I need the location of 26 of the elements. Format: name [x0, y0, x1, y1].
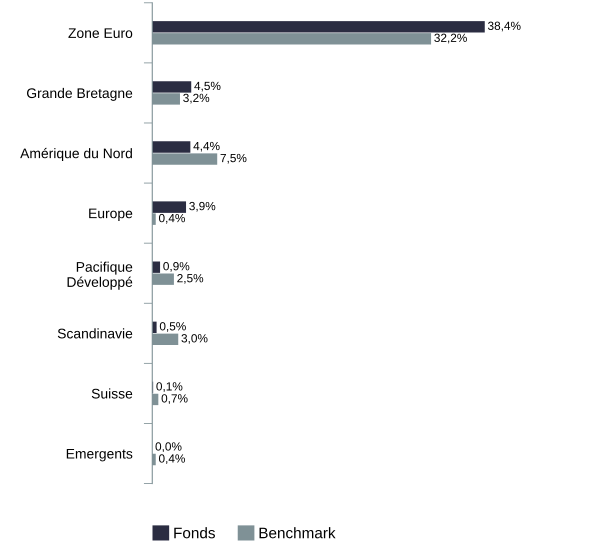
data-label: 0,7%: [162, 394, 188, 404]
legend-label: Benchmark: [260, 527, 336, 538]
data-label: 3,0%: [181, 334, 208, 344]
data-label: 2,5%: [177, 274, 204, 284]
data-label: 0,5%: [160, 322, 186, 332]
data-label: 38,4%: [488, 22, 521, 32]
legend-label: Fonds: [174, 527, 215, 538]
y-tick-label: Emergents: [66, 448, 132, 462]
data-label: 32,2%: [434, 34, 467, 44]
y-tick-label: Amérique du Nord: [20, 148, 132, 162]
data-label: 0,4%: [158, 454, 185, 464]
data-label: 0,1%: [156, 382, 182, 392]
data-label: 4,4%: [193, 142, 220, 152]
data-label: 0,0%: [156, 442, 182, 452]
data-label: 0,4%: [158, 214, 185, 224]
y-tick-label: Pacifique Développé: [68, 262, 132, 290]
y-tick-label: Scandinavie: [58, 328, 132, 338]
y-tick-label: Suisse: [92, 388, 132, 399]
y-tick-label: Europe: [89, 208, 132, 222]
y-tick-label: Zone Euro: [68, 28, 132, 38]
data-label: 7,5%: [220, 154, 246, 164]
y-tick-label: Grande Bretagne: [26, 88, 132, 101]
data-label: 4,5%: [194, 82, 220, 92]
data-label: 3,9%: [189, 202, 216, 212]
data-label: 0,9%: [163, 262, 190, 272]
data-label: 3,2%: [183, 94, 210, 104]
